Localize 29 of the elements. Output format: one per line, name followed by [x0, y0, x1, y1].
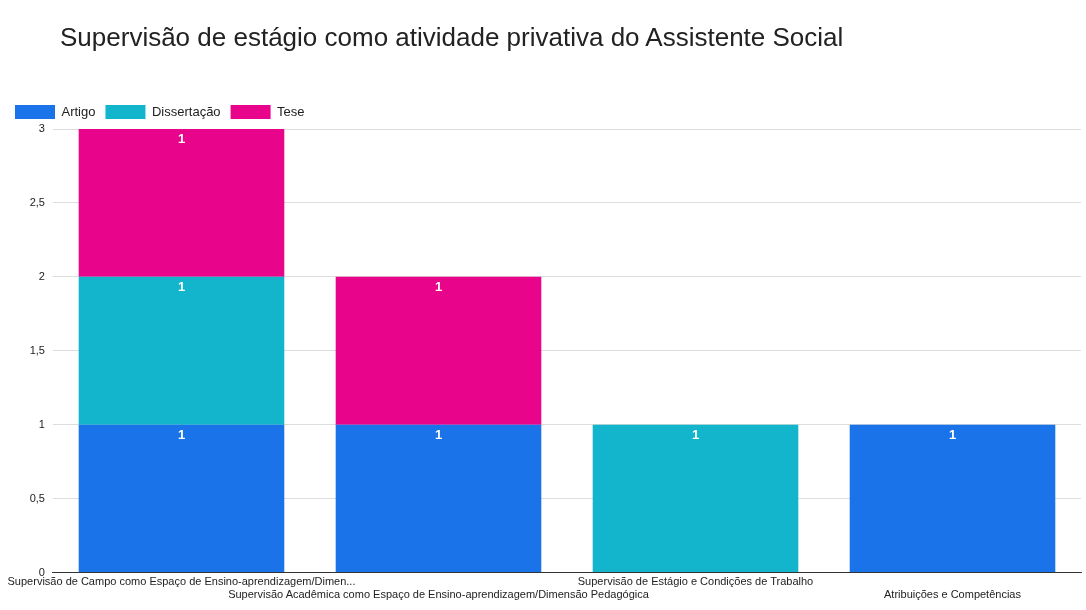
data-label: 1 — [434, 278, 443, 294]
y-tick-label: 2,5 — [29, 195, 45, 208]
y-tick-label: 3 — [38, 122, 45, 135]
y-tick-label: 0 — [38, 565, 45, 578]
data-label: 1 — [177, 131, 186, 147]
x-tick-label: Atribuições e Competências — [884, 588, 1022, 601]
bar — [78, 276, 285, 425]
data-label: 1 — [434, 426, 443, 442]
bar — [849, 424, 1056, 573]
bar — [78, 129, 285, 277]
legend-label: Artigo — [61, 103, 96, 119]
y-tick-label: 0,5 — [29, 491, 45, 504]
data-label: 1 — [177, 278, 186, 294]
bar — [78, 424, 285, 573]
legend-label: Tese — [277, 103, 305, 119]
legend-label: Dissertação — [151, 103, 221, 119]
y-tick-label: 1 — [38, 417, 45, 430]
data-label: 1 — [177, 426, 186, 442]
chart-title: Supervisão de estágio como atividade privativa do Assistente Social — [60, 22, 844, 53]
bar — [335, 276, 542, 425]
x-tick-label: Supervisão de Estágio e Condições de Trabalho — [577, 575, 814, 588]
x-tick-label: Supervisão Acadêmica como Espaço de Ensino-aprendizagem/Dimensão Pedagógica — [228, 588, 650, 601]
data-label: 1 — [691, 426, 700, 442]
x-tick-label: Supervisão de Campo como Espaço de Ensino-aprendizagem/Dimen... — [7, 575, 356, 588]
bar — [335, 424, 542, 573]
y-tick-label: 2 — [38, 269, 45, 282]
y-tick-label: 1,5 — [29, 343, 45, 356]
data-label: 1 — [948, 426, 957, 442]
bar — [592, 424, 799, 573]
